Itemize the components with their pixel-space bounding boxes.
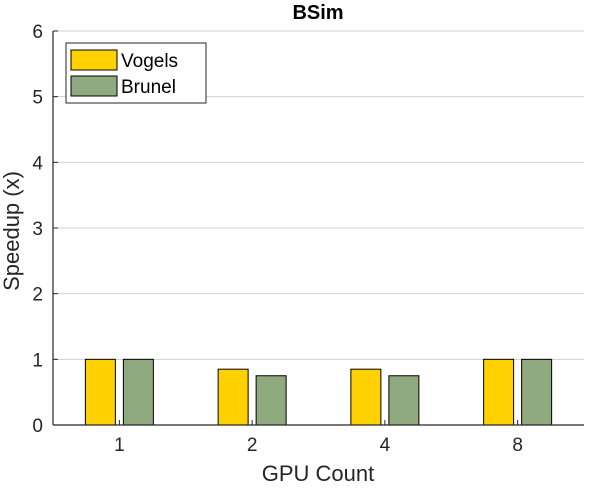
y-tick-label: 2 <box>32 285 43 306</box>
bar-brunel-4 <box>388 375 420 426</box>
bar-brunel-8 <box>521 358 553 426</box>
bar-vogels-4 <box>350 368 382 426</box>
bar-brunel-1 <box>122 358 154 426</box>
legend-swatch <box>70 75 118 97</box>
y-tick-label: 6 <box>32 22 43 43</box>
bar-vogels-1 <box>84 358 116 426</box>
y-tick-label: 3 <box>32 219 43 240</box>
bar-vogels-2 <box>217 368 249 426</box>
y-tick-label: 1 <box>32 350 43 371</box>
x-tick-labels: 1 2 4 8 <box>114 435 523 456</box>
y-axis-label: Speedup (x) <box>0 171 24 291</box>
legend-swatch <box>70 49 118 71</box>
y-tick-label: 4 <box>32 153 43 174</box>
x-axis-label: GPU Count <box>262 461 375 486</box>
y-tick-label: 0 <box>32 416 43 437</box>
axes <box>52 30 584 426</box>
bars <box>84 358 553 426</box>
chart-title: BSim <box>292 2 343 24</box>
legend-label: Brunel <box>121 77 176 98</box>
x-tick-label: 4 <box>380 435 391 456</box>
y-tick-labels: 0 1 2 3 4 5 6 <box>32 22 43 437</box>
legend: Vogels Brunel <box>65 42 207 104</box>
y-tick-label: 5 <box>32 88 43 109</box>
x-tick-label: 1 <box>114 435 125 456</box>
x-tick-label: 2 <box>247 435 258 456</box>
x-tick-label: 8 <box>512 435 523 456</box>
bar-brunel-2 <box>255 375 287 426</box>
bar-vogels-8 <box>483 358 515 426</box>
legend-label: Vogels <box>121 51 178 72</box>
